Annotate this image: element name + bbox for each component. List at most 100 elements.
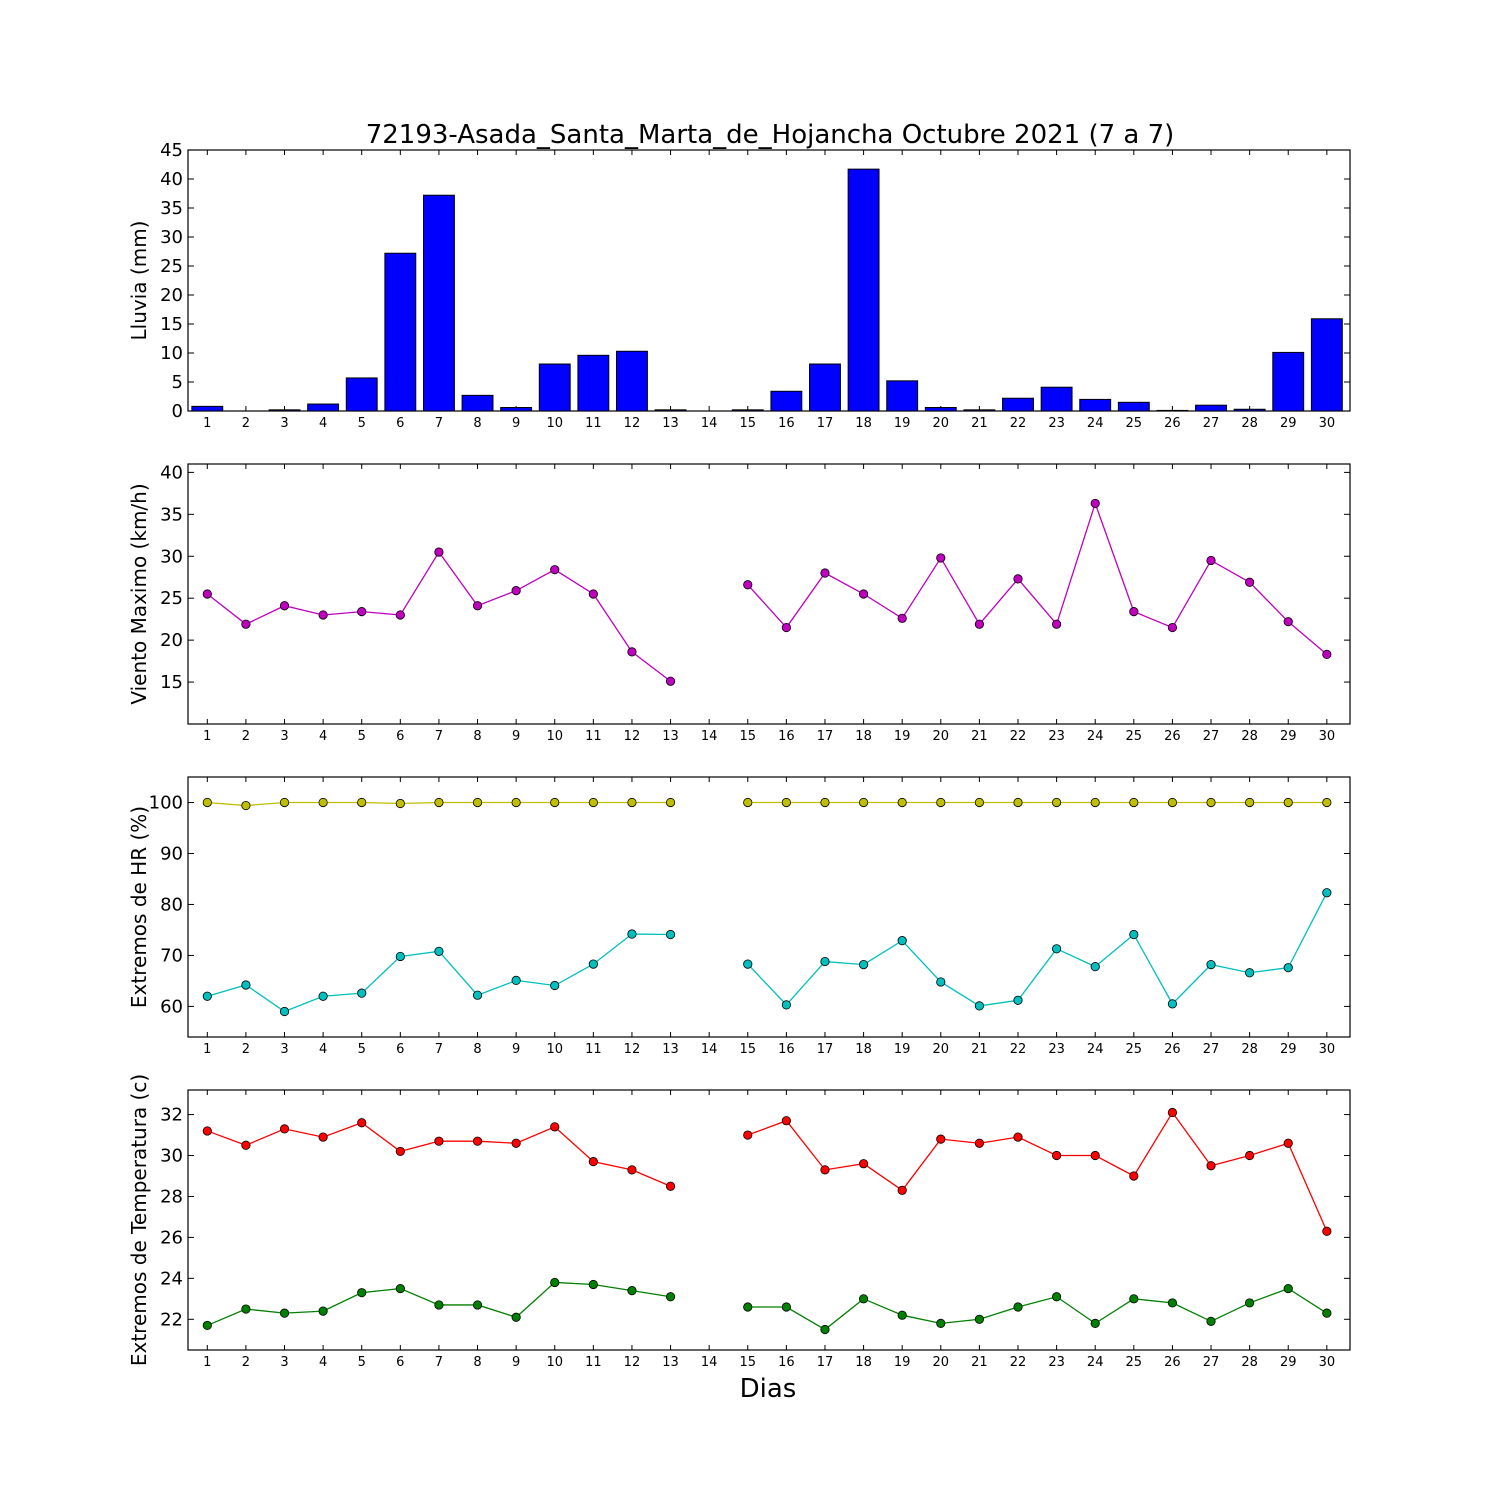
series-1-point-day-24 [1090,1150,1100,1161]
bar-day-26 [1156,409,1189,412]
series-1-point-day-3 [279,601,290,611]
series-2-point-day-2 [241,1304,251,1314]
x-tick-label: 23 [1048,416,1065,431]
y-tick-label: 20 [160,630,183,651]
series-1-point-day-22 [1013,1132,1023,1142]
bar-day-16 [770,390,803,412]
x-tick-label: 4 [319,416,327,431]
x-tick-label: 5 [358,416,366,431]
bar-day-17 [809,363,841,412]
series-1-point-day-16 [781,622,791,633]
series-2-point-day-12 [627,929,637,939]
plot-frame [187,149,1351,412]
y-tick-label: 30 [160,546,183,567]
y-tick-label: 28 [160,1186,183,1207]
x-tick-label: 27 [1203,416,1220,431]
y-tick-label: 22 [160,1309,183,1330]
series-1-point-day-24 [1090,797,1100,808]
series-1-point-day-30 [1322,1226,1332,1236]
y-tick-label: 32 [160,1105,183,1126]
series-1-point-day-8 [472,797,483,808]
x-tick-label: 5 [358,1042,366,1057]
x-tick-label: 4 [319,1355,327,1370]
series-2-point-day-15 [743,1302,753,1312]
x-tick-label: 19 [894,1042,911,1057]
series-1-point-day-25 [1129,607,1139,617]
x-tick-label: 1 [203,729,211,744]
series-2-point-day-18 [858,960,869,970]
y-tick-label: 45 [160,140,183,161]
y-tick-label: 80 [160,894,183,915]
x-tick-label: 18 [855,416,872,431]
series-1-point-day-2 [241,619,251,629]
series-1-line [747,501,1328,655]
series-1-point-day-26 [1167,1107,1178,1118]
x-tick-label: 12 [624,416,641,431]
series-1-point-day-7 [434,1136,444,1146]
y-tick-label: 15 [160,314,183,335]
series-1-point-day-2 [241,800,251,811]
x-tick-label: 15 [739,729,756,744]
series-1-point-day-27 [1206,797,1216,808]
bar-day-19 [886,380,919,412]
series-2-point-day-16 [781,1000,791,1010]
series-1-point-day-21 [974,797,984,808]
series-2-point-day-5 [357,1288,367,1298]
bar-day-10 [538,363,571,412]
series-1-point-day-18 [858,589,869,599]
x-tick-label: 14 [701,729,718,744]
x-tick-label: 8 [473,1042,481,1057]
x-tick-label: 2 [242,1355,250,1370]
x-tick-label: 21 [971,416,988,431]
x-tick-label: 17 [817,1042,834,1057]
y-tick-label: 25 [160,256,183,277]
x-tick-label: 26 [1164,1355,1181,1370]
series-1-point-day-23 [1052,1150,1062,1161]
x-tick-label: 9 [512,1042,520,1057]
x-tick-label: 9 [512,729,520,744]
series-2-point-day-5 [357,988,367,998]
series-2-point-day-26 [1167,1298,1178,1308]
y-tick-label: 15 [160,672,183,693]
series-2-point-day-7 [434,1300,444,1310]
series-1-point-day-20 [936,797,946,808]
x-tick-label: 13 [662,416,679,431]
bar-day-9 [500,407,533,412]
x-tick-label: 24 [1087,1042,1104,1057]
x-tick-label: 7 [435,1355,443,1370]
series-1-point-day-9 [511,1138,521,1148]
series-1-point-day-19 [897,613,907,623]
series-1-line [207,1122,671,1187]
bar-day-23 [1040,386,1073,412]
x-tick-label: 3 [280,729,288,744]
series-2-point-day-11 [588,1279,598,1290]
chart-title: 72193-Asada_Santa_Marta_de_Hojancha Octu… [366,120,1175,150]
bar-day-30 [1310,318,1343,412]
series-2-point-day-8 [472,990,483,1000]
x-tick-label: 21 [971,729,988,744]
y-tick-label: 100 [149,792,183,813]
series-1-line [747,1111,1328,1232]
series-1-point-day-18 [858,797,869,808]
bar-day-21 [963,409,996,412]
x-tick-label: 27 [1203,1042,1220,1057]
series-1-point-day-1 [202,797,212,808]
series-2-point-day-20 [936,1318,946,1328]
x-tick-label: 2 [242,1042,250,1057]
x-tick-label: 7 [435,729,443,744]
series-2-point-day-30 [1322,888,1332,898]
series-2-point-day-2 [241,980,251,990]
series-1-point-day-11 [588,1157,598,1167]
series-2-point-day-28 [1245,968,1255,978]
x-tick-label: 7 [435,1042,443,1057]
x-tick-label: 27 [1203,1355,1220,1370]
bar-day-20 [924,407,957,412]
x-tick-label: 19 [894,416,911,431]
x-tick-label: 2 [242,729,250,744]
series-2-point-day-19 [897,936,907,946]
series-2-point-day-27 [1206,960,1216,970]
series-2-point-day-29 [1283,963,1293,973]
series-1-point-day-22 [1013,797,1023,808]
x-tick-label: 10 [546,1355,563,1370]
